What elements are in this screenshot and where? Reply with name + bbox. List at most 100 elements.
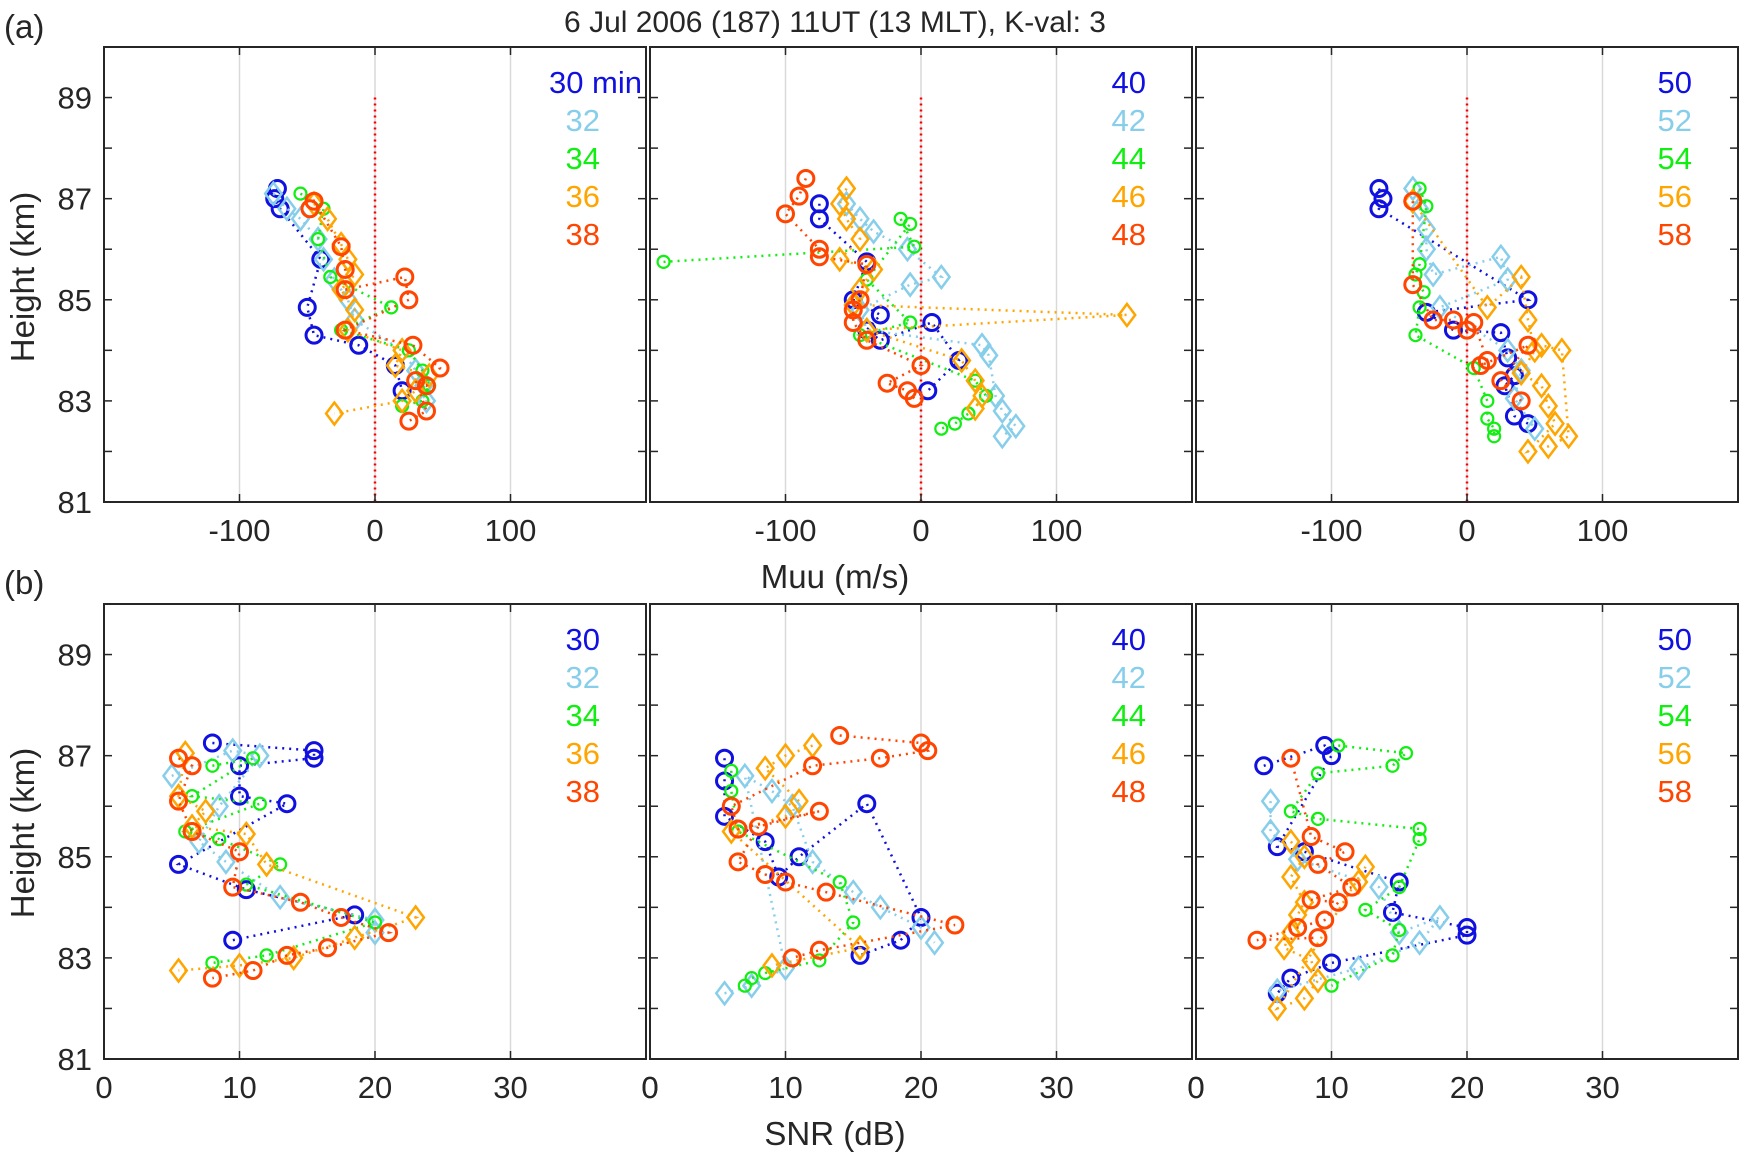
data-point-diamond: [1267, 995, 1288, 1022]
x-tick-label: 0: [641, 1070, 658, 1105]
x-tick-label: -100: [208, 513, 270, 548]
data-point-circle: [809, 247, 829, 267]
y-tick-label: 89: [58, 81, 92, 116]
data-point-circle: [290, 892, 310, 912]
data-point-circle: [728, 819, 748, 839]
data-point-circle: [416, 376, 436, 396]
legend-entry: 56: [1658, 736, 1692, 771]
legend-entry: 38: [566, 774, 600, 809]
series-line: [1414, 188, 1496, 437]
data-point-circle: [830, 725, 850, 745]
x-axis-label-snr: SNR (dB): [764, 1115, 905, 1152]
data-point-circle: [891, 930, 911, 950]
data-point-diamond: [270, 884, 290, 911]
panel-frame: [103, 46, 647, 503]
data-point-circle: [401, 343, 416, 358]
data-point-diamond: [1402, 175, 1423, 202]
data-point-diamond: [1524, 337, 1545, 364]
data-point-circle: [182, 822, 202, 841]
data-point-diamond: [1274, 934, 1294, 961]
data-point-diamond: [1260, 818, 1281, 845]
legend-entry: 34: [566, 141, 600, 176]
data-point-diamond: [1531, 372, 1552, 399]
data-point-diamond: [1301, 947, 1321, 974]
data-point-circle: [1342, 877, 1362, 897]
legend-entry: 44: [1112, 141, 1146, 176]
data-point-circle: [789, 186, 809, 206]
data-point-circle: [1283, 804, 1298, 819]
data-point-diamond: [256, 851, 277, 878]
data-point-circle: [1457, 925, 1477, 945]
data-point-diamond: [365, 906, 385, 934]
data-point-circle: [1324, 978, 1339, 993]
data-point-diamond: [1511, 357, 1532, 384]
data-point-circle: [1423, 310, 1443, 330]
legend-entry: 40: [1112, 65, 1146, 100]
data-point-circle: [223, 877, 243, 897]
y-axis-label-b: Height (km): [4, 748, 41, 919]
data-point-diamond: [1511, 263, 1532, 291]
data-point-diamond: [762, 952, 782, 979]
data-point-circle: [399, 411, 419, 431]
data-point-circle: [331, 907, 351, 927]
data-point-circle: [310, 232, 326, 247]
x-tick-label: 0: [912, 513, 929, 548]
legend-entry: 56: [1658, 179, 1692, 214]
data-point-diamond: [762, 777, 782, 805]
data-point-circle: [1392, 880, 1407, 895]
data-point-circle: [776, 204, 795, 224]
x-tick-label: 0: [95, 1070, 112, 1105]
data-point-diamond: [1281, 919, 1301, 946]
data-point-diamond: [1552, 337, 1572, 364]
data-point-circle: [715, 748, 735, 768]
x-axis-label-muu: Muu (m/s): [761, 558, 910, 595]
panel-label-a: (a): [4, 8, 44, 45]
series-line: [1274, 840, 1367, 1011]
data-point-circle: [1491, 371, 1511, 391]
data-point-diamond: [1308, 967, 1328, 994]
data-point-diamond: [931, 263, 952, 291]
data-point-circle: [1301, 890, 1321, 910]
data-point-circle: [755, 864, 775, 884]
x-tick-label: 10: [768, 1070, 802, 1105]
data-point-circle: [243, 961, 263, 981]
data-point-circle: [816, 882, 836, 902]
data-point-diamond: [1117, 301, 1137, 329]
x-tick-label: 30: [1039, 1070, 1073, 1105]
legend-entry: 40: [1112, 622, 1146, 657]
panel-label-b: (b): [4, 564, 44, 601]
plot-area: [1247, 736, 1477, 1022]
panel-frame: [649, 603, 1193, 1060]
data-point-circle: [850, 945, 870, 965]
data-point-diamond: [789, 788, 809, 815]
data-point-diamond: [951, 347, 972, 374]
data-point-circle: [934, 421, 949, 436]
data-point-circle: [1310, 766, 1326, 781]
data-point-diamond: [385, 352, 406, 379]
data-point-circle: [230, 786, 249, 806]
data-point-circle: [1389, 872, 1409, 892]
data-point-circle: [293, 186, 308, 201]
data-point-diamond: [1504, 385, 1525, 412]
data-point-circle: [1331, 738, 1346, 753]
data-point-circle: [202, 733, 222, 753]
data-point-diamond: [1423, 261, 1443, 288]
legend-entry: 48: [1112, 774, 1146, 809]
data-point-diamond: [911, 914, 931, 941]
data-point-circle: [1464, 313, 1484, 333]
series-line: [1411, 201, 1532, 402]
data-point-diamond: [1409, 195, 1430, 222]
data-point-diamond: [1491, 243, 1511, 270]
data-point-diamond: [1355, 853, 1376, 880]
data-point-circle: [202, 968, 222, 988]
data-point-circle: [857, 254, 877, 274]
x-tick-label: 20: [358, 1070, 392, 1105]
data-point-diamond: [416, 387, 437, 414]
data-point-circle: [857, 794, 877, 814]
data-point-circle: [395, 267, 415, 287]
data-point-circle: [1511, 391, 1531, 411]
data-point-circle: [416, 401, 436, 421]
